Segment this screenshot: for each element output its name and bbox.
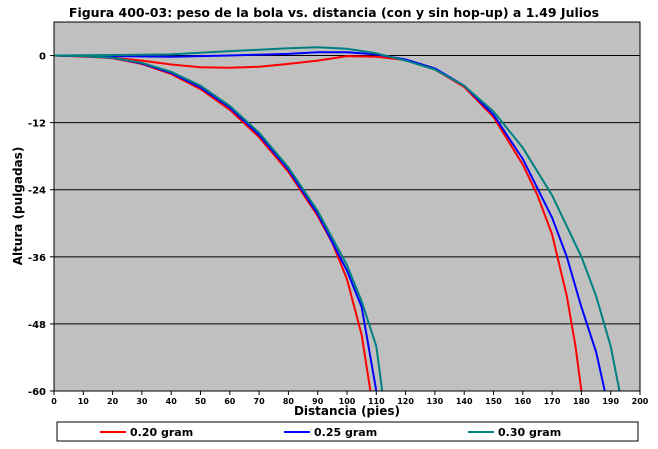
x-tick-label: 130: [427, 397, 444, 406]
legend: 0.20 gram 0.25 gram 0.30 gram: [100, 426, 561, 439]
x-tick-label: 170: [544, 397, 561, 406]
x-tick-label: 110: [368, 397, 385, 406]
x-tick-label: 70: [254, 397, 266, 406]
x-axis-label: Distancia (pies): [294, 404, 400, 418]
y-axis-label: Altura (pulgadas): [11, 147, 25, 266]
legend-label: 0.20 gram: [130, 426, 193, 439]
series-line-0-30-gram-con-hop-up: [54, 46, 621, 391]
x-tick-label: 140: [456, 397, 473, 406]
x-tick-label: 50: [195, 397, 207, 406]
plot-area: [54, 22, 640, 391]
series-line-0-25-gram-con-hop-up: [54, 51, 606, 391]
y-tick-label: -12: [28, 119, 46, 130]
x-tick-label: 90: [312, 397, 324, 406]
x-tick-label: 0: [51, 397, 57, 406]
y-tick-label: -60: [28, 387, 46, 398]
x-tick-label: 40: [166, 397, 178, 406]
y-axis-ticks: 0 -12 -24 -36 -48 -60: [28, 52, 54, 398]
x-tick-label: 60: [224, 397, 236, 406]
x-axis-ticks: 0 10 20 30 40 50 60 70 80 90 100 110 120 130 140 150 160…: [51, 391, 649, 406]
series-line-0-30-gram-sin-hop-up: [54, 54, 384, 391]
y-tick-label: -24: [28, 186, 46, 197]
chart-title: Figura 400-03: peso de la bola vs. dista…: [69, 5, 599, 20]
y-tick-label: -36: [28, 253, 46, 264]
y-tick-label: -48: [28, 320, 46, 331]
x-tick-label: 80: [283, 397, 295, 406]
series-line-0-20-gram-con-hop-up: [54, 54, 583, 391]
x-tick-label: 20: [107, 397, 119, 406]
x-tick-label: 100: [339, 397, 356, 406]
x-tick-label: 150: [485, 397, 502, 406]
series-layer: [54, 46, 621, 391]
y-tick-label: 0: [39, 52, 46, 63]
x-tick-label: 160: [514, 397, 531, 406]
legend-box: [56, 421, 639, 442]
legend-label: 0.30 gram: [498, 426, 561, 439]
legend-label: 0.25 gram: [314, 426, 377, 439]
x-tick-label: 190: [602, 397, 619, 406]
x-tick-label: 10: [78, 397, 90, 406]
x-tick-label: 120: [397, 397, 414, 406]
x-tick-label: 180: [573, 397, 590, 406]
x-tick-label: 30: [136, 397, 148, 406]
x-tick-label: 200: [632, 397, 649, 406]
